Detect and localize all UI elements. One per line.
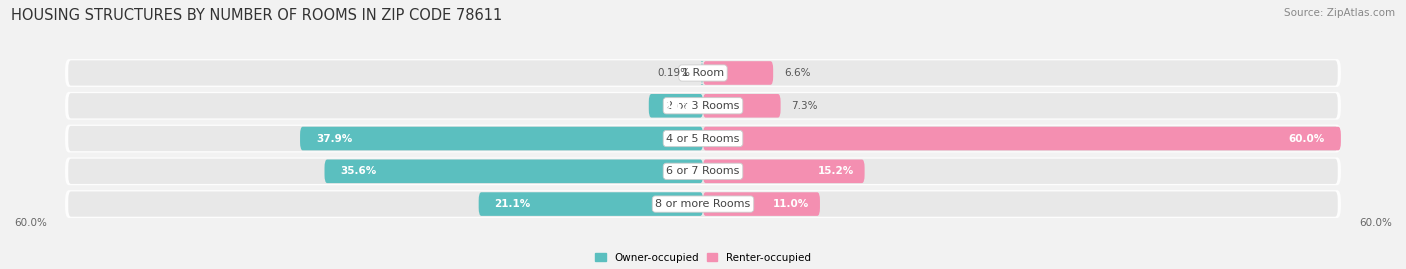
FancyBboxPatch shape <box>65 190 1341 218</box>
FancyBboxPatch shape <box>703 127 1341 150</box>
FancyBboxPatch shape <box>69 126 1337 151</box>
Text: 60.0%: 60.0% <box>1360 218 1392 228</box>
Text: 7.3%: 7.3% <box>792 101 818 111</box>
Text: 60.0%: 60.0% <box>1289 133 1324 144</box>
Text: 21.1%: 21.1% <box>495 199 531 209</box>
FancyBboxPatch shape <box>703 192 820 216</box>
FancyBboxPatch shape <box>703 61 773 85</box>
Text: 0.19%: 0.19% <box>658 68 690 78</box>
FancyBboxPatch shape <box>478 192 703 216</box>
Legend: Owner-occupied, Renter-occupied: Owner-occupied, Renter-occupied <box>595 253 811 263</box>
Text: 60.0%: 60.0% <box>14 218 46 228</box>
FancyBboxPatch shape <box>299 127 703 150</box>
FancyBboxPatch shape <box>65 92 1341 120</box>
Text: 6 or 7 Rooms: 6 or 7 Rooms <box>666 166 740 176</box>
Text: 8 or more Rooms: 8 or more Rooms <box>655 199 751 209</box>
Text: 4 or 5 Rooms: 4 or 5 Rooms <box>666 133 740 144</box>
Text: 6.6%: 6.6% <box>783 68 810 78</box>
FancyBboxPatch shape <box>65 157 1341 185</box>
Text: Source: ZipAtlas.com: Source: ZipAtlas.com <box>1284 8 1395 18</box>
FancyBboxPatch shape <box>703 94 780 118</box>
FancyBboxPatch shape <box>65 59 1341 87</box>
FancyBboxPatch shape <box>69 159 1337 184</box>
FancyBboxPatch shape <box>69 60 1337 86</box>
FancyBboxPatch shape <box>69 192 1337 217</box>
Text: 1 Room: 1 Room <box>682 68 724 78</box>
FancyBboxPatch shape <box>703 160 865 183</box>
Text: 2 or 3 Rooms: 2 or 3 Rooms <box>666 101 740 111</box>
Text: 5.1%: 5.1% <box>664 101 692 111</box>
Text: HOUSING STRUCTURES BY NUMBER OF ROOMS IN ZIP CODE 78611: HOUSING STRUCTURES BY NUMBER OF ROOMS IN… <box>11 8 502 23</box>
Text: 37.9%: 37.9% <box>316 133 353 144</box>
FancyBboxPatch shape <box>65 125 1341 153</box>
FancyBboxPatch shape <box>648 94 703 118</box>
FancyBboxPatch shape <box>700 61 703 85</box>
FancyBboxPatch shape <box>69 93 1337 118</box>
Text: 15.2%: 15.2% <box>818 166 853 176</box>
Text: 11.0%: 11.0% <box>773 199 810 209</box>
FancyBboxPatch shape <box>325 160 703 183</box>
Text: 35.6%: 35.6% <box>340 166 377 176</box>
